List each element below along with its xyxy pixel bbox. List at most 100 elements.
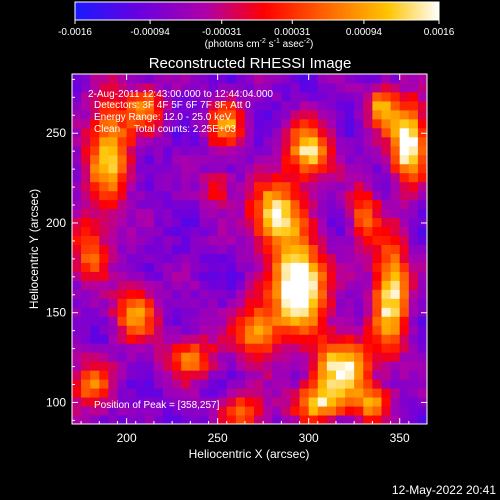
heatmap-cell <box>308 334 319 344</box>
heatmap-cell <box>372 361 382 371</box>
heatmap-cell <box>235 316 246 326</box>
heatmap-cell <box>190 74 200 84</box>
heatmap-cell <box>290 316 301 326</box>
heatmap-cell <box>354 271 364 281</box>
heatmap-cell <box>326 172 337 183</box>
heatmap-cell <box>335 190 346 201</box>
heatmap-cell <box>272 91 282 102</box>
heatmap-cell <box>345 307 355 317</box>
heatmap-cell <box>372 253 382 263</box>
heatmap-cell <box>244 379 255 389</box>
heatmap-cell <box>335 370 346 380</box>
heatmap-cell <box>263 307 273 317</box>
heatmap-cell <box>72 343 82 353</box>
colorbar-tick-label: 0.00094 <box>346 27 383 38</box>
heatmap-cell <box>208 262 219 272</box>
heatmap-cell <box>263 262 273 272</box>
heatmap-cell <box>199 199 210 210</box>
heatmap-cell <box>381 154 392 165</box>
heatmap-cell <box>81 307 91 317</box>
heatmap-cell <box>135 262 146 272</box>
heatmap-cell <box>363 181 373 192</box>
heatmap-cell <box>372 262 382 272</box>
heatmap-cell <box>81 74 91 84</box>
heatmap-cell <box>263 289 273 299</box>
heatmap-cell <box>226 280 237 290</box>
heatmap-cell <box>290 406 301 416</box>
heatmap-cell <box>299 172 310 183</box>
heatmap-cell <box>199 379 210 389</box>
heatmap-cell <box>190 397 200 407</box>
heatmap-cell <box>190 379 200 389</box>
heatmap-cell <box>81 217 91 228</box>
heatmap-cell <box>135 163 146 174</box>
heatmap-cell <box>308 181 319 192</box>
heatmap-cell <box>308 370 319 380</box>
heatmap-cell <box>372 352 382 362</box>
heatmap-cell <box>235 217 246 228</box>
heatmap-cell <box>99 118 109 129</box>
heatmap-cell <box>390 190 401 201</box>
heatmap-cell <box>163 388 173 398</box>
heatmap-cell <box>299 199 310 210</box>
heatmap-cell <box>408 136 419 147</box>
heatmap-cell <box>417 352 427 362</box>
heatmap-cell <box>226 208 237 219</box>
heatmap-cell <box>326 118 337 129</box>
heatmap-cell <box>99 370 109 380</box>
heatmap-cell <box>153 226 164 237</box>
heatmap-cell <box>153 163 164 174</box>
heatmap-cell <box>108 154 119 165</box>
heatmap-cell <box>153 127 164 138</box>
heatmap-cell <box>390 397 401 407</box>
heatmap-cell <box>190 361 200 371</box>
heatmap-cell <box>381 181 392 192</box>
heatmap-cell <box>226 145 237 156</box>
heatmap-cell <box>408 280 419 290</box>
heatmap-cell <box>226 109 237 120</box>
heatmap-cell <box>308 100 319 111</box>
heatmap-cell <box>308 253 319 263</box>
heatmap-cell <box>81 118 91 129</box>
heatmap-cell <box>163 307 173 317</box>
heatmap-cell <box>172 289 182 299</box>
heatmap-cell <box>99 154 109 165</box>
heatmap-cell <box>372 244 382 254</box>
heatmap-cell <box>399 370 410 380</box>
heatmap-cell <box>144 289 155 299</box>
heatmap-cell <box>299 307 310 317</box>
heatmap-cell <box>272 118 282 129</box>
heatmap-cell <box>326 361 337 371</box>
heatmap-cell <box>399 172 410 183</box>
heatmap-cell <box>135 118 146 129</box>
heatmap-cell <box>263 154 273 165</box>
heatmap-cell <box>90 298 100 308</box>
heatmap-cell <box>372 190 382 201</box>
heatmap-cell <box>354 145 364 156</box>
heatmap-cell <box>308 226 319 237</box>
heatmap-cell <box>135 235 146 246</box>
heatmap-cell <box>108 100 119 111</box>
heatmap-cell <box>299 118 310 129</box>
heatmap-cell <box>335 127 346 138</box>
heatmap-cell <box>354 379 364 389</box>
heatmap-cell <box>72 415 82 424</box>
heatmap-cell <box>172 397 182 407</box>
x-axis-ticks: 200 250 300 350 <box>80 74 410 445</box>
heatmap-cell <box>181 388 191 398</box>
heatmap-cell <box>390 406 401 416</box>
heatmap-cell <box>335 244 346 254</box>
heatmap-cell <box>326 415 337 424</box>
heatmap-cell <box>308 352 319 362</box>
heatmap-cell <box>326 262 337 272</box>
heatmap-cell <box>90 91 100 102</box>
heatmap-cell <box>181 82 191 93</box>
heatmap-cell <box>199 208 210 219</box>
annotation-peak-position: Position of Peak = [358,257] <box>94 400 220 411</box>
heatmap-cell <box>135 154 146 165</box>
heatmap-cell <box>354 190 364 201</box>
heatmap-cell <box>199 127 210 138</box>
heatmap-cell <box>317 217 328 228</box>
heatmap-cell <box>226 244 237 254</box>
heatmap-cell <box>108 379 119 389</box>
